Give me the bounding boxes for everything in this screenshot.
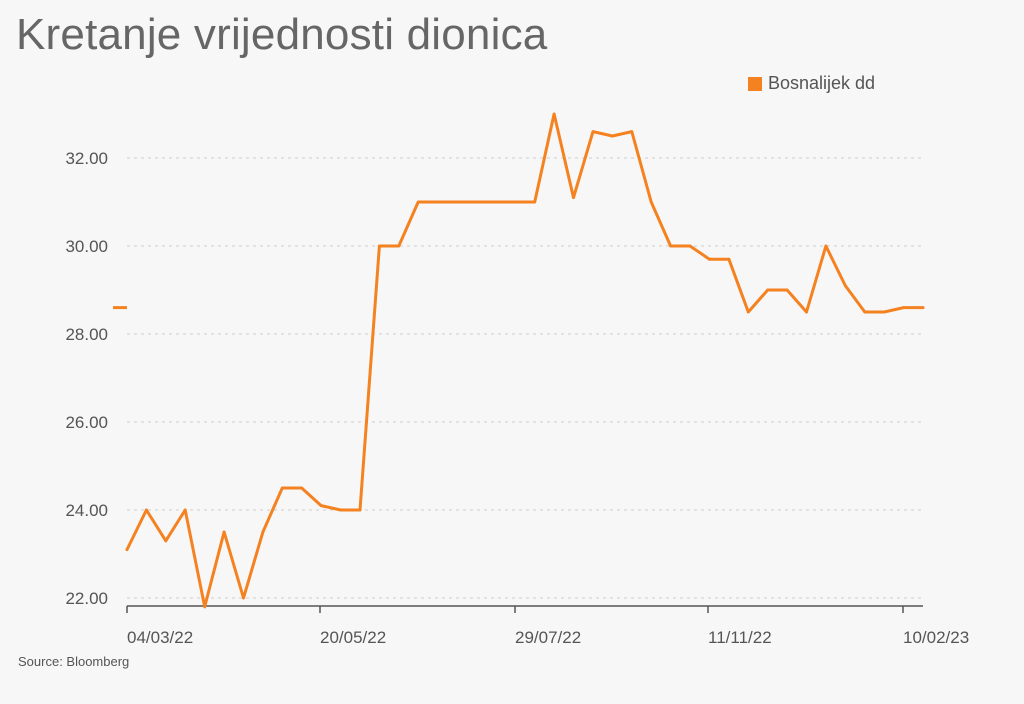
data-point — [630, 130, 634, 134]
data-point — [921, 306, 925, 309]
data-point — [785, 288, 789, 292]
data-point — [339, 508, 342, 512]
data-point — [591, 130, 595, 134]
x-tick-label: 10/02/23 — [903, 628, 969, 647]
data-point — [649, 200, 653, 204]
data-point — [805, 310, 808, 314]
data-point — [397, 244, 401, 248]
x-axis: 04/03/22 20/05/22 29/07/22 11/11/22 10/02/23 — [126, 605, 969, 647]
data-point — [843, 284, 847, 287]
data-point — [183, 508, 187, 512]
data-point — [824, 244, 828, 248]
y-tick-label: 26.00 — [65, 413, 108, 432]
x-tick-label: 11/11/22 — [708, 628, 772, 647]
data-point — [242, 596, 245, 600]
y-tick-label: 22.00 — [65, 589, 108, 608]
data-point — [708, 257, 711, 261]
data-point — [164, 539, 168, 543]
y-tick-label: 24.00 — [65, 501, 108, 520]
x-tick-label: 04/03/22 — [127, 628, 193, 647]
x-tick-label: 29/07/22 — [515, 628, 581, 647]
data-point — [552, 112, 556, 116]
data-point — [610, 134, 614, 138]
data-point — [533, 200, 537, 204]
x-tick-label: 20/05/22 — [320, 628, 386, 647]
data-point — [377, 244, 381, 248]
data-point — [222, 530, 226, 534]
data-point — [319, 504, 323, 507]
chart-title: Kretanje vrijednosti dionica — [16, 10, 548, 59]
data-point — [416, 200, 420, 204]
data-point — [261, 530, 265, 534]
source-note: Source: Bloomberg — [18, 654, 130, 669]
y-tick-label: 32.00 — [65, 149, 108, 168]
data-point — [455, 200, 459, 204]
series-layer — [113, 112, 925, 609]
data-point — [572, 196, 575, 200]
data-point — [436, 200, 440, 204]
legend-label: Bosnalijek dd — [768, 73, 876, 93]
data-point — [766, 288, 770, 292]
data-point — [746, 310, 750, 314]
data-point — [688, 244, 692, 248]
data-point — [475, 200, 478, 204]
y-tick-label: 30.00 — [65, 237, 108, 256]
data-point — [145, 508, 148, 512]
series-line-bosnalijek — [125, 112, 925, 609]
data-point — [494, 200, 498, 204]
data-point — [300, 486, 304, 490]
data-point — [125, 548, 129, 551]
legend: Bosnalijek dd — [748, 73, 875, 94]
data-point — [727, 257, 731, 261]
data-point — [203, 605, 207, 609]
data-point — [280, 486, 284, 490]
y-axis: 22.00 24.00 26.00 28.00 30.00 32.00 — [65, 149, 108, 608]
y-tick-label: 28.00 — [65, 325, 108, 344]
data-point — [902, 306, 905, 309]
data-point — [513, 200, 517, 204]
gridlines — [127, 157, 925, 599]
data-point — [358, 508, 362, 512]
legend-swatch — [748, 76, 762, 91]
data-point — [882, 310, 886, 314]
data-point — [669, 244, 673, 248]
data-point — [863, 310, 867, 314]
